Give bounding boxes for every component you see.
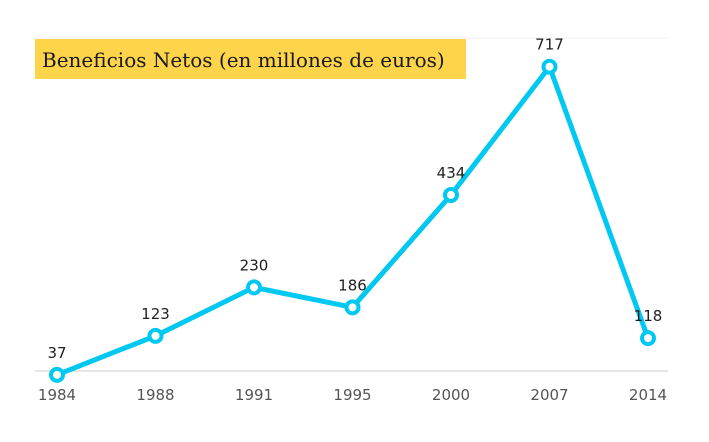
data-points: [49, 58, 656, 383]
x-axis-ticks: 1984 1988 1991 1995 2000 2007 2014: [38, 386, 667, 404]
data-point-1995: [344, 299, 361, 316]
x-tick-label-1988: 1988: [136, 386, 174, 404]
x-tick-label-1995: 1995: [333, 386, 371, 404]
data-label-1995: 186: [338, 276, 367, 294]
data-point-2014: [640, 330, 656, 347]
data-label-1988: 123: [141, 305, 170, 323]
data-label-1984: 37: [47, 344, 66, 362]
x-tick-label-2007: 2007: [530, 386, 568, 404]
x-tick-label-2000: 2000: [432, 386, 470, 404]
data-label-2007: 717: [535, 36, 564, 54]
x-tick-label-1984: 1984: [38, 386, 76, 404]
data-label-2014: 118: [634, 307, 663, 325]
x-tick-label-1991: 1991: [235, 386, 273, 404]
data-point-1984: [49, 366, 65, 383]
x-tick-label-2014: 2014: [629, 386, 667, 404]
series-line: [54, 64, 651, 378]
chart-title: Beneficios Netos (en millones de euros): [42, 48, 445, 72]
data-point-1988: [147, 327, 164, 344]
chart-title-background: [35, 39, 466, 79]
data-point-2007: [541, 58, 558, 75]
data-point-2000: [443, 186, 459, 203]
data-point-1991: [246, 279, 262, 296]
data-labels: 37 123 230 186 434 717 118: [47, 36, 662, 362]
data-label-1991: 230: [240, 256, 269, 274]
data-label-2000: 434: [437, 164, 466, 182]
